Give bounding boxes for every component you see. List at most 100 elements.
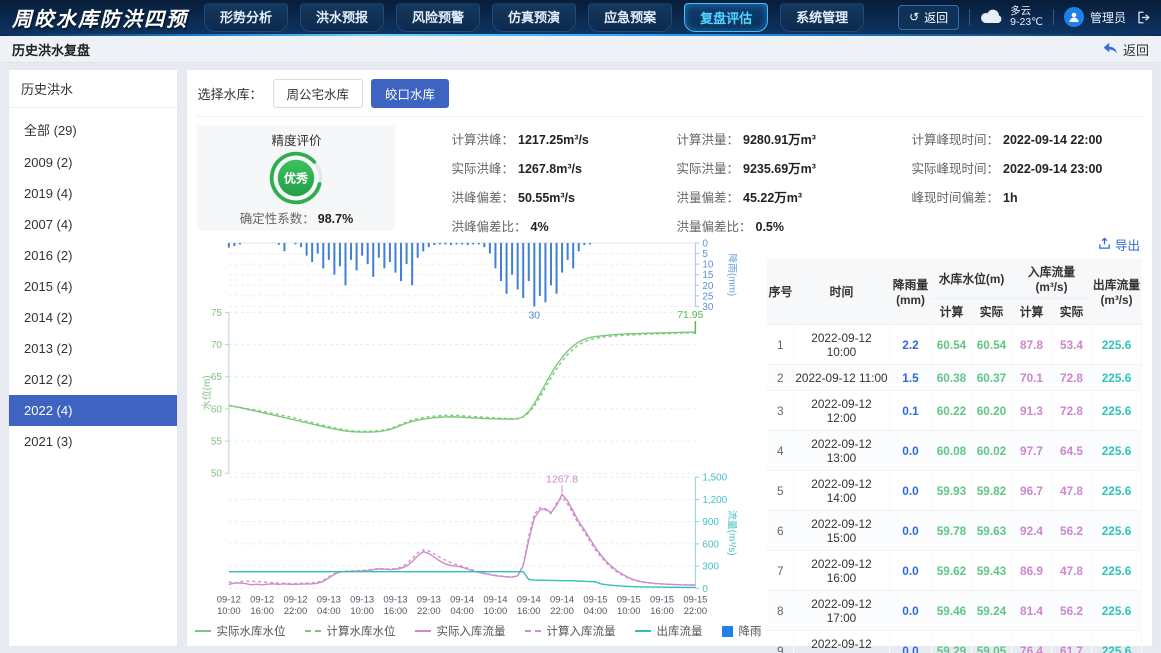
reservoir-tab-1[interactable]: 皎口水库 xyxy=(371,79,450,108)
nav-tab-3[interactable]: 仿真预演 xyxy=(492,2,577,32)
table-row: 1 2022-09-12 10:00 2.2 60.54 60.54 87.8 53.4 22… xyxy=(767,324,1142,365)
legend-item-5[interactable]: 降雨 xyxy=(722,623,761,639)
svg-text:09-13: 09-13 xyxy=(317,593,341,604)
svg-text:09-13: 09-13 xyxy=(417,593,441,604)
weather-temp: 9-23℃ xyxy=(1010,16,1043,28)
sidebar-item-0[interactable]: 全部 (29) xyxy=(24,123,77,138)
logout-icon[interactable] xyxy=(1136,10,1151,25)
table-header: 入库流量(m³/s) xyxy=(1011,259,1092,299)
table-cell: 87.8 xyxy=(1011,324,1052,365)
legend-item-4[interactable]: 出库流量 xyxy=(635,623,702,639)
legend-item-1[interactable]: 计算水库水位 xyxy=(305,623,395,639)
sidebar-item-6[interactable]: 2014 (2) xyxy=(24,310,73,325)
flood-metrics: 计算洪峰： 1217.25m³/s 实际洪峰： 1267.8m³/s 洪峰偏差： 50.5… xyxy=(395,125,1142,234)
svg-text:30: 30 xyxy=(703,302,715,313)
table-cell: 7 xyxy=(767,550,794,591)
table-cell: 60.08 xyxy=(931,430,972,471)
table-cell: 225.6 xyxy=(1091,590,1142,631)
breadcrumb-bar: 历史洪水复盘 返回 xyxy=(0,36,1161,63)
table-header: 出库流量(m³/s) xyxy=(1091,259,1142,325)
table-cell: 53.4 xyxy=(1051,324,1092,365)
table-cell: 60.54 xyxy=(971,324,1013,365)
svg-text:50: 50 xyxy=(211,469,223,480)
accuracy-card: 精度评价 优秀 确定性系数： 98.7% xyxy=(197,125,396,231)
back-link[interactable]: 返回 xyxy=(1102,40,1149,59)
table-header: 计算 xyxy=(1011,298,1052,325)
sidebar-item-7[interactable]: 2013 (2) xyxy=(24,341,73,356)
sidebar-item-4[interactable]: 2016 (2) xyxy=(24,248,73,263)
legend-item-2[interactable]: 实际入库流量 xyxy=(415,623,505,639)
sidebar-item-2[interactable]: 2019 (4) xyxy=(24,186,73,201)
sidebar-item-5[interactable]: 2015 (4) xyxy=(24,279,73,294)
nav-tab-5[interactable]: 复盘评估 xyxy=(684,2,769,32)
data-table-area: 导出 序号 时间 降雨量(mm) 水库水位(m) 入库流量(m³/s) 出库流量(m³/s… xyxy=(759,235,1142,653)
table-cell: 59.82 xyxy=(971,470,1013,511)
sidebar-item-8[interactable]: 2012 (2) xyxy=(24,372,73,387)
table-cell: 1.5 xyxy=(889,364,932,391)
svg-text:5: 5 xyxy=(703,249,709,260)
svg-text:55: 55 xyxy=(211,437,223,448)
nav-tab-2[interactable]: 风险预警 xyxy=(396,2,481,32)
navbar-back-label: 返回 xyxy=(924,10,949,25)
table-cell: 2 xyxy=(767,364,794,391)
legend-swatch xyxy=(525,630,542,633)
content-area: 历史洪水 全部 (29) 2009 (2) 2019 (4) 2007 (4) 2016… xyxy=(0,63,1161,653)
svg-text:300: 300 xyxy=(703,562,720,573)
table-cell: 47.8 xyxy=(1051,470,1092,511)
table-cell: 6 xyxy=(767,510,794,551)
navbar-back-button[interactable]: ↺ 返回 xyxy=(898,4,960,30)
table-row: 8 2022-09-12 17:00 0.0 59.46 59.24 81.4 56.2 22… xyxy=(767,590,1142,631)
nav-tab-6[interactable]: 系统管理 xyxy=(780,2,865,32)
svg-text:70: 70 xyxy=(211,340,223,351)
sidebar-item-1[interactable]: 2009 (2) xyxy=(24,155,73,170)
nav-tab-4[interactable]: 应急预案 xyxy=(588,2,673,32)
svg-text:600: 600 xyxy=(703,539,720,550)
reservoir-tab-0[interactable]: 周公宅水库 xyxy=(272,79,364,108)
legend-item-0[interactable]: 实际水库水位 xyxy=(195,623,285,639)
metric-row: 实际峰现时间： 2022-09-14 23:00 xyxy=(911,162,1103,176)
table-header: 实际 xyxy=(971,298,1012,325)
table-cell: 225.6 xyxy=(1091,364,1142,391)
table-cell: 2022-09-12 15:00 xyxy=(793,510,890,551)
export-button[interactable]: 导出 xyxy=(1096,235,1142,259)
table-cell: 92.4 xyxy=(1011,510,1052,551)
table-cell: 9 xyxy=(767,630,794,653)
svg-text:0: 0 xyxy=(703,584,709,595)
divider xyxy=(1052,9,1054,25)
nav-tab-0[interactable]: 形势分析 xyxy=(204,2,289,32)
reservoir-select-label: 选择水库： xyxy=(197,87,263,102)
table-cell: 56.2 xyxy=(1051,590,1092,631)
table-cell: 97.7 xyxy=(1011,430,1052,471)
sidebar-item-9[interactable]: 2022 (4) xyxy=(9,395,178,426)
metric-row: 洪量偏差： 45.22万m³ xyxy=(676,191,803,205)
table-cell: 86.9 xyxy=(1011,550,1052,591)
top-navbar: 周皎水库防洪四预 形势分析 洪水预报 风险预警 仿真预演 应急预案 复盘评估 系统管理 ↺ … xyxy=(0,0,1161,34)
weather-condition: 多云 xyxy=(1010,5,1032,17)
metric-row: 洪量偏差比： 0.5% xyxy=(676,220,784,234)
svg-text:09-14: 09-14 xyxy=(551,593,575,604)
table-cell: 0.0 xyxy=(889,550,932,591)
table-cell: 2022-09-12 10:00 xyxy=(793,324,890,365)
table-cell: 59.29 xyxy=(931,630,972,653)
svg-text:09-13: 09-13 xyxy=(384,593,408,604)
svg-text:900: 900 xyxy=(703,517,720,528)
svg-text:25: 25 xyxy=(703,291,715,302)
legend-label: 降雨 xyxy=(738,626,762,639)
svg-text:09-15: 09-15 xyxy=(684,593,708,604)
navbar-glow-line xyxy=(0,34,1161,36)
nav-tab-1[interactable]: 洪水预报 xyxy=(300,2,385,32)
table-cell: 2022-09-12 13:00 xyxy=(793,430,890,471)
table-row: 3 2022-09-12 12:00 0.1 60.22 60.20 91.3 72.8 22… xyxy=(767,390,1142,431)
svg-text:04:00: 04:00 xyxy=(451,605,475,616)
legend-item-3[interactable]: 计算入库流量 xyxy=(525,623,615,639)
svg-text:22:00: 22:00 xyxy=(551,605,575,616)
user-menu[interactable]: 管理员 xyxy=(1063,7,1126,27)
sidebar-item-10[interactable]: 2021 (3) xyxy=(24,434,73,449)
metric-column-0: 计算洪峰： 1217.25m³/s 实际洪峰： 1267.8m³/s 洪峰偏差： 50.5… xyxy=(451,129,676,245)
svg-text:10:00: 10:00 xyxy=(484,605,508,616)
table-cell: 225.6 xyxy=(1091,630,1142,653)
accuracy-gauge: 优秀 xyxy=(270,151,323,205)
sidebar-item-3[interactable]: 2007 (4) xyxy=(24,217,73,232)
metric-row: 计算洪量： 9280.91万m³ xyxy=(676,133,816,147)
svg-text:09-12: 09-12 xyxy=(251,593,275,604)
